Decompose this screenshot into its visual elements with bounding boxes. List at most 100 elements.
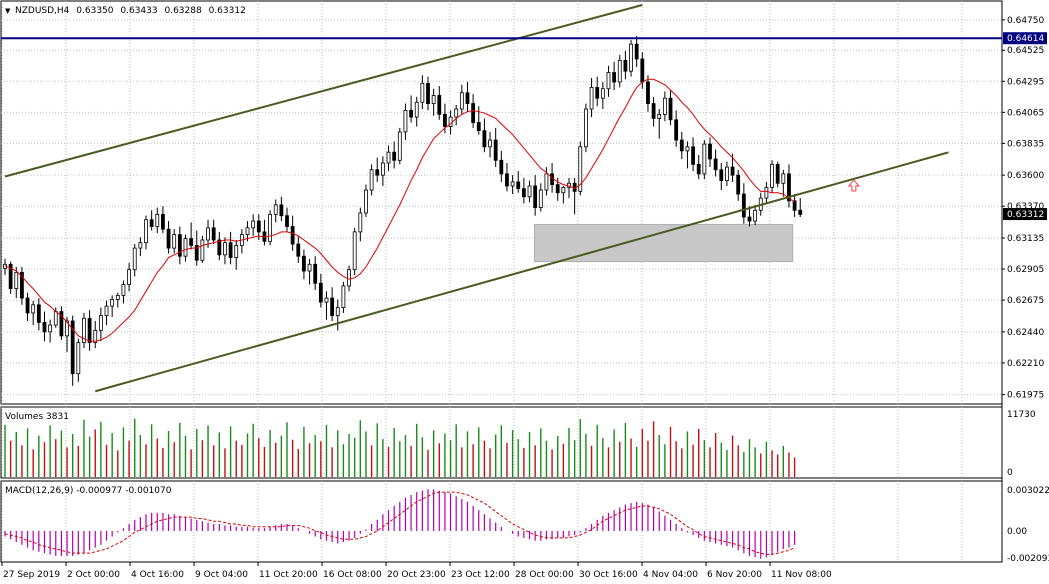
price-axis-label: 0.63370	[1007, 202, 1044, 212]
candle-body	[736, 174, 741, 195]
candle-body	[369, 169, 374, 191]
candle-body	[561, 186, 566, 194]
candle-body	[505, 173, 509, 187]
candle-body	[217, 239, 222, 256]
candle-body	[476, 122, 481, 131]
current-price-label: 0.63312	[1007, 210, 1044, 220]
symbol-label: NZDUSD,H4	[15, 6, 70, 16]
candle-body	[770, 163, 774, 188]
chart-header: NZDUSD,H4 0.63350 0.63433 0.63288 0.6331…	[15, 6, 246, 16]
candle-body	[172, 234, 177, 249]
candle-body	[459, 92, 464, 110]
candle-body	[347, 269, 351, 287]
candle-body	[696, 163, 701, 175]
candle-body	[623, 59, 628, 72]
candle-body	[792, 200, 797, 211]
time-axis-label: 11 Oct 20:00	[259, 570, 318, 580]
candle-body	[493, 139, 498, 161]
candle-body	[358, 212, 363, 233]
candle-body	[313, 263, 318, 284]
candle-body	[787, 173, 791, 202]
time-axis-label: 4 Nov 04:00	[643, 570, 698, 580]
lower-channel-line[interactable]	[94, 151, 949, 393]
macd-panel-title: MACD(12,26,9) -0.000977 -0.001070	[5, 486, 172, 496]
candle-body	[324, 297, 329, 303]
time-axis-label: 27 Sep 2019	[3, 570, 60, 580]
macd-mid-label: 0.00	[1007, 527, 1027, 537]
candle-body	[200, 239, 205, 261]
candle-body	[138, 242, 143, 249]
candle-body	[454, 108, 459, 118]
time-axis-label: 20 Oct 23:00	[387, 570, 446, 580]
candle-body	[538, 189, 543, 208]
candle-body	[127, 269, 131, 285]
close-value: 0.63312	[209, 6, 246, 16]
candle-body	[155, 213, 160, 227]
candle-body	[657, 113, 662, 119]
volume-min-label: 0	[1007, 468, 1013, 478]
candle-body	[730, 166, 735, 176]
candle-body	[488, 139, 492, 148]
candle-body	[798, 209, 803, 215]
up-arrow-icon	[847, 179, 860, 192]
price-axis-label: 0.62905	[1007, 265, 1044, 275]
time-axis-label: 23 Oct 12:00	[451, 570, 510, 580]
candle-body	[330, 297, 335, 317]
candle-body	[121, 284, 126, 296]
candle-body	[775, 163, 780, 184]
price-axis-label: 0.62675	[1007, 296, 1044, 306]
candle-body	[110, 299, 115, 307]
candle-body	[59, 311, 64, 337]
price-axis-label: 0.63135	[1007, 234, 1044, 244]
candle-body	[713, 158, 718, 171]
candle-body	[646, 81, 650, 104]
upper-channel-line[interactable]	[4, 4, 643, 178]
candle-body	[285, 215, 289, 227]
candle-body	[764, 186, 769, 199]
price-axis-label: 0.61975	[1007, 391, 1044, 401]
candle-body	[629, 43, 633, 72]
candle-body	[719, 169, 724, 181]
candle-body	[256, 220, 261, 233]
candle-body	[685, 146, 690, 152]
candle-body	[533, 185, 538, 208]
candle-body	[725, 166, 729, 181]
time-axis-label: 9 Oct 04:00	[195, 570, 248, 580]
candle-body	[65, 320, 69, 337]
candle-body	[53, 311, 58, 326]
candle-body	[397, 131, 402, 161]
price-axis-label: 0.64065	[1007, 108, 1044, 118]
candle-body	[273, 204, 278, 215]
candle-body	[634, 43, 639, 60]
candle-body	[189, 238, 194, 246]
candle-body	[443, 113, 447, 127]
candle-body	[426, 82, 430, 104]
candle-body	[606, 72, 611, 90]
candle-body	[48, 324, 53, 333]
candle-body	[431, 95, 436, 104]
price-panel[interactable]	[0, 0, 1003, 405]
price-axis-label: 0.63600	[1007, 171, 1044, 181]
candle-body	[437, 95, 442, 115]
trendline-layer	[1, 4, 1002, 393]
candle-body	[228, 242, 233, 258]
candle-body	[679, 139, 684, 152]
candle-body	[584, 108, 588, 148]
candle-body	[104, 305, 109, 317]
candle-body	[392, 151, 397, 161]
candle-body	[352, 231, 357, 271]
macd-signal-line	[4, 491, 795, 556]
candle-body	[612, 72, 617, 83]
candle-body	[691, 146, 695, 165]
candle-body	[375, 169, 380, 176]
candle-body	[465, 92, 470, 104]
chart-header-triangle-icon: ▼	[5, 7, 11, 15]
candle-body	[234, 244, 239, 258]
candle-body	[640, 58, 645, 83]
volume-bars	[4, 418, 796, 477]
candle-body	[8, 263, 13, 290]
time-axis-label: 4 Oct 16:00	[131, 570, 184, 580]
macd-panel[interactable]	[0, 480, 1003, 563]
candle-body	[364, 189, 368, 214]
